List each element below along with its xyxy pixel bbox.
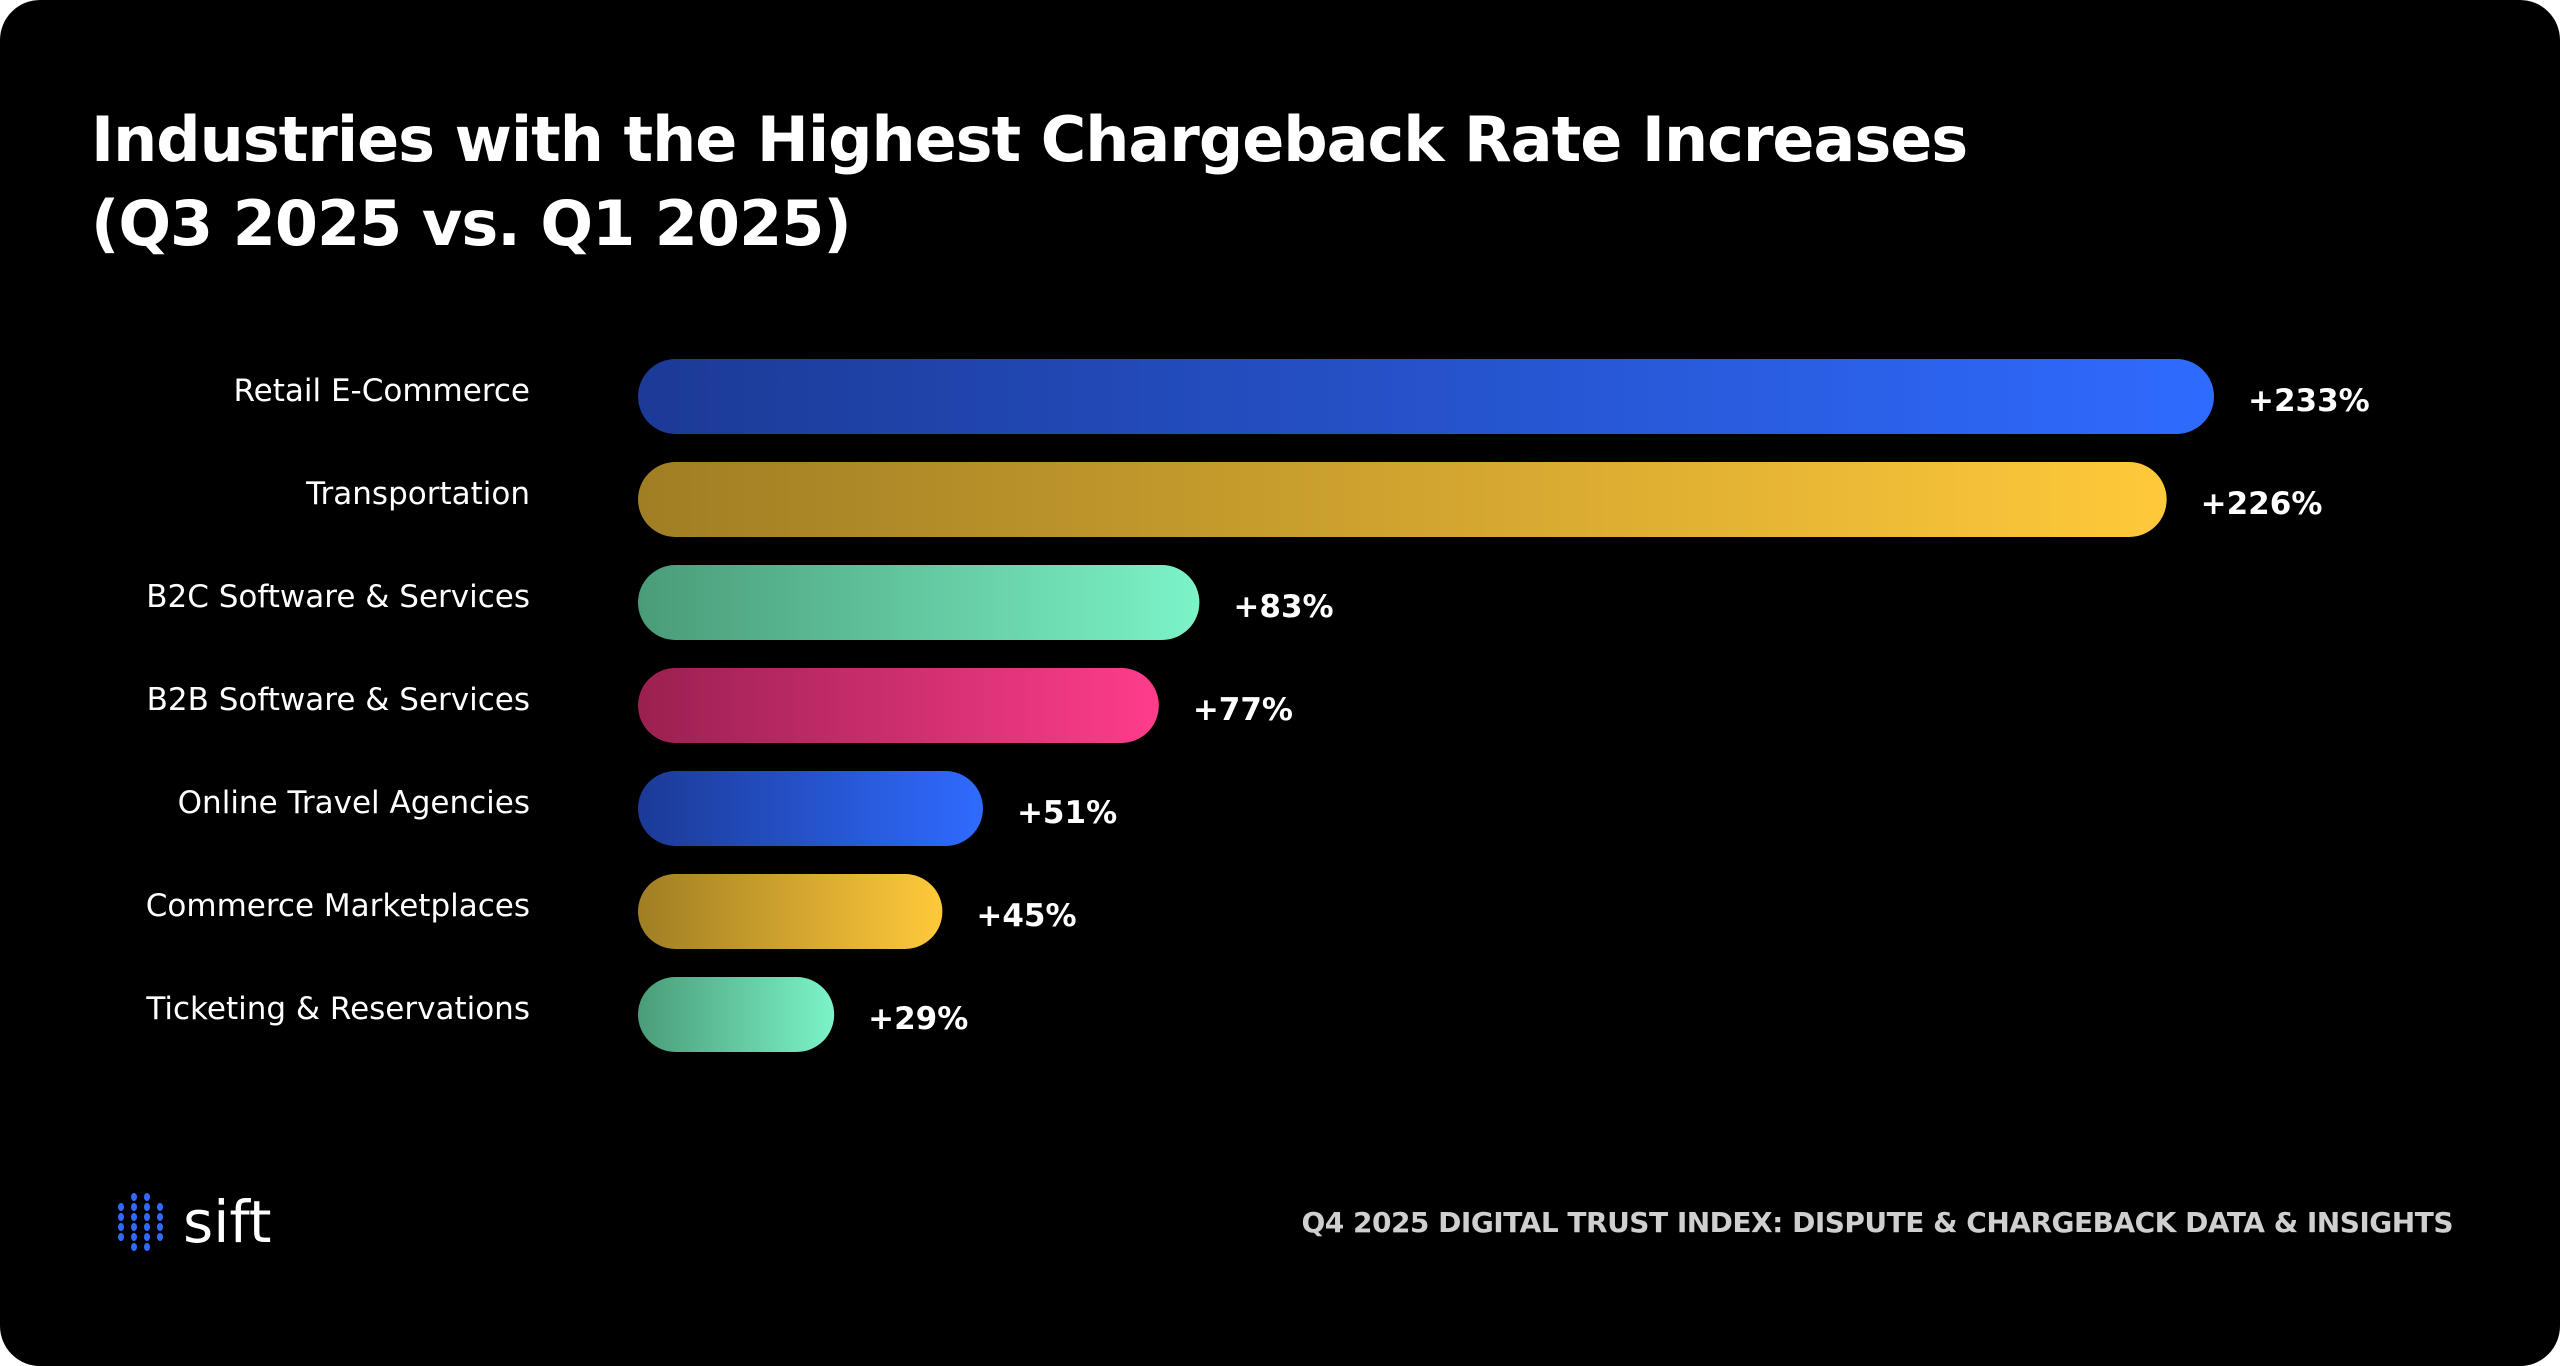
value-label: +51% (1017, 795, 1117, 831)
value-label: +45% (976, 898, 1076, 934)
logo-dot (131, 1243, 137, 1251)
value-label: +77% (1193, 692, 1293, 728)
sift-dots-icon (118, 1193, 163, 1251)
value-label: +29% (868, 1001, 968, 1037)
category-label: Ticketing & Reservations (145, 991, 530, 1027)
bar (638, 359, 2214, 434)
logo-dot (157, 1223, 163, 1231)
logo-dot (131, 1213, 137, 1221)
logo-dot (118, 1203, 124, 1211)
bar (638, 565, 1200, 640)
category-label: Transportation (305, 476, 530, 512)
logo-dot (131, 1203, 137, 1211)
logo-dot (157, 1203, 163, 1211)
category-label: B2B Software & Services (147, 682, 530, 718)
category-label: Online Travel Agencies (178, 785, 530, 821)
logo-dot (144, 1223, 150, 1231)
bar (638, 771, 983, 846)
logo-dot (118, 1213, 124, 1221)
chart-title-line-1: Industries with the Highest Chargeback R… (91, 103, 1968, 176)
logo-text: sift (183, 1188, 272, 1256)
sift-logo: sift (115, 1192, 271, 1252)
chart-title-line-2: (Q3 2025 vs. Q1 2025) (91, 187, 852, 260)
bar (638, 874, 943, 949)
category-label: Commerce Marketplaces (146, 888, 530, 924)
logo-dot (131, 1223, 137, 1231)
category-label: Retail E-Commerce (234, 373, 530, 409)
footer-source: Q4 2025 DIGITAL TRUST INDEX: DISPUTE & C… (1301, 1206, 2453, 1239)
logo-dot (131, 1193, 137, 1201)
logo-dot (144, 1193, 150, 1201)
logo-dot (118, 1233, 124, 1241)
logo-dot (144, 1243, 150, 1251)
logo-dot (157, 1213, 163, 1221)
chart-title: Industries with the Highest Chargeback R… (91, 98, 1968, 266)
logo-dot (118, 1223, 124, 1231)
bar (638, 977, 835, 1052)
bar (638, 668, 1159, 743)
value-label: +233% (2248, 383, 2370, 419)
value-label: +83% (1233, 589, 1333, 625)
category-label: B2C Software & Services (146, 579, 530, 615)
logo-dot (144, 1233, 150, 1241)
logo-dot (144, 1203, 150, 1211)
logo-dot (144, 1213, 150, 1221)
logo-dot (131, 1233, 137, 1241)
logo-dot (157, 1233, 163, 1241)
bar (638, 462, 2167, 537)
value-label: +226% (2201, 486, 2323, 522)
